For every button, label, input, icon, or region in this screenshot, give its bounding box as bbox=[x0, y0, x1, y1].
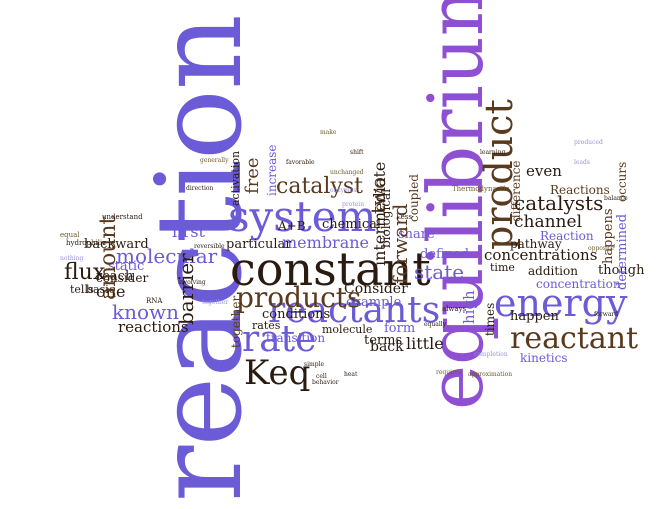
word-state: state bbox=[414, 260, 465, 284]
word-rna: RNA bbox=[146, 297, 163, 305]
word-make: make bbox=[320, 129, 337, 136]
word-barrier: barrier bbox=[174, 253, 198, 325]
word-approximation: approximation bbox=[468, 371, 513, 378]
word-reactants: reactants bbox=[268, 290, 441, 331]
word-form: form bbox=[384, 321, 416, 336]
word-terms: terms bbox=[364, 333, 403, 348]
word-opposite: opposite bbox=[588, 245, 614, 252]
word-conditions: conditions bbox=[262, 307, 331, 322]
word-learning: learning bbox=[480, 149, 506, 156]
word-constant: constant bbox=[230, 242, 431, 296]
word-one: one bbox=[96, 282, 126, 301]
word-balance: balance bbox=[604, 195, 628, 202]
word-understand: understand bbox=[102, 213, 143, 221]
word-protein: protein bbox=[342, 201, 365, 208]
word-pathway: pathway bbox=[510, 237, 562, 251]
word-rates: rates bbox=[252, 319, 281, 332]
word-little: little bbox=[406, 334, 444, 353]
word-concentrations: concentrations bbox=[484, 246, 598, 264]
word-channel: channel bbox=[514, 212, 582, 232]
word-behavior: behavior bbox=[312, 379, 339, 386]
word-nothing: nothing bbox=[60, 255, 84, 262]
word-reaction-small: Reaction bbox=[540, 229, 594, 243]
word-molecule: molecule bbox=[322, 323, 373, 336]
word-defined: defined bbox=[420, 247, 470, 262]
word-biological: biological bbox=[379, 188, 393, 248]
word-products: products bbox=[236, 281, 362, 314]
word-produced: produced bbox=[574, 139, 603, 146]
word-share: share bbox=[398, 227, 435, 242]
word-rate: rate bbox=[242, 319, 317, 360]
word-involving: involving bbox=[178, 279, 206, 286]
word-cell: cell bbox=[316, 373, 327, 380]
word-amount: amount bbox=[96, 215, 121, 300]
word-generally: generally bbox=[200, 157, 229, 164]
word-less: Less bbox=[396, 213, 412, 221]
word-known: known bbox=[112, 300, 180, 324]
word-always: always bbox=[442, 305, 467, 313]
word-system: system bbox=[228, 192, 377, 241]
word-together-small: together bbox=[202, 299, 229, 306]
word-consider-cap: Consider bbox=[344, 281, 408, 297]
word-addition: addition bbox=[528, 264, 578, 278]
word-concentration: concentration bbox=[536, 277, 621, 291]
word-favorable: favorable bbox=[286, 159, 315, 166]
word-equally: equally bbox=[424, 321, 447, 328]
word-direction: direction bbox=[186, 185, 214, 192]
word-increase: increase bbox=[265, 144, 279, 196]
word-happen: happen bbox=[510, 309, 559, 324]
word-static: static bbox=[108, 259, 145, 274]
word-thermodynamic: Thermodynamic bbox=[452, 185, 510, 193]
word-tells: tells bbox=[70, 283, 94, 296]
word-equal: equal bbox=[60, 231, 80, 239]
word-enzymes: enzymes bbox=[330, 187, 357, 194]
word-backward: backward bbox=[84, 237, 149, 252]
word-simple: simple bbox=[304, 361, 324, 368]
word-difference: difference bbox=[509, 160, 523, 222]
word-kinetics: kinetics bbox=[520, 351, 568, 365]
word-reversible: reversible bbox=[194, 243, 225, 250]
word-activation: activation bbox=[229, 150, 242, 206]
word-reach: reach bbox=[96, 269, 134, 284]
word-free: free bbox=[242, 157, 263, 194]
word-completion: completion bbox=[474, 351, 508, 358]
word-example: example bbox=[346, 295, 402, 310]
word-happens: happens bbox=[601, 208, 616, 264]
word-heat: heat bbox=[344, 371, 358, 378]
word-basic: basic bbox=[86, 283, 115, 296]
word-hydrophilic: hydrophilic bbox=[66, 239, 107, 247]
word-requires: requires bbox=[436, 369, 462, 376]
word-even: even bbox=[526, 162, 562, 180]
word-back: back bbox=[370, 339, 404, 355]
word-flux: flux bbox=[64, 260, 106, 285]
word-though: though bbox=[598, 263, 645, 278]
word-molecular: molecular bbox=[116, 244, 218, 268]
word-consider: consider bbox=[96, 271, 149, 285]
word-reactions: reactions bbox=[118, 318, 189, 336]
word-catalyst: catalyst bbox=[276, 174, 363, 199]
word-unchanged: unchanged bbox=[330, 169, 364, 176]
word-reactant: reactant bbox=[510, 321, 639, 356]
word-leads: leads bbox=[574, 159, 590, 166]
word-aplusb: A+B bbox=[278, 219, 306, 233]
word-forward-small: forward bbox=[594, 311, 619, 318]
word-chemical: chemical bbox=[322, 217, 382, 232]
word-reactions-cap: Reactions bbox=[550, 183, 610, 197]
word-determined: determined bbox=[615, 213, 630, 290]
word-transition: transition bbox=[266, 331, 326, 345]
word-time: time bbox=[490, 261, 515, 274]
word-particular: particular bbox=[226, 237, 292, 252]
word-shift: shift bbox=[350, 149, 364, 156]
word-membrane: membrane bbox=[282, 233, 370, 252]
word-energy: energy bbox=[494, 281, 628, 325]
word-keq: Keq bbox=[244, 353, 311, 393]
word-catalysts: catalysts bbox=[514, 191, 604, 215]
word-first: first bbox=[172, 222, 205, 241]
word-together: together bbox=[229, 295, 243, 348]
word-times: times bbox=[483, 302, 497, 336]
